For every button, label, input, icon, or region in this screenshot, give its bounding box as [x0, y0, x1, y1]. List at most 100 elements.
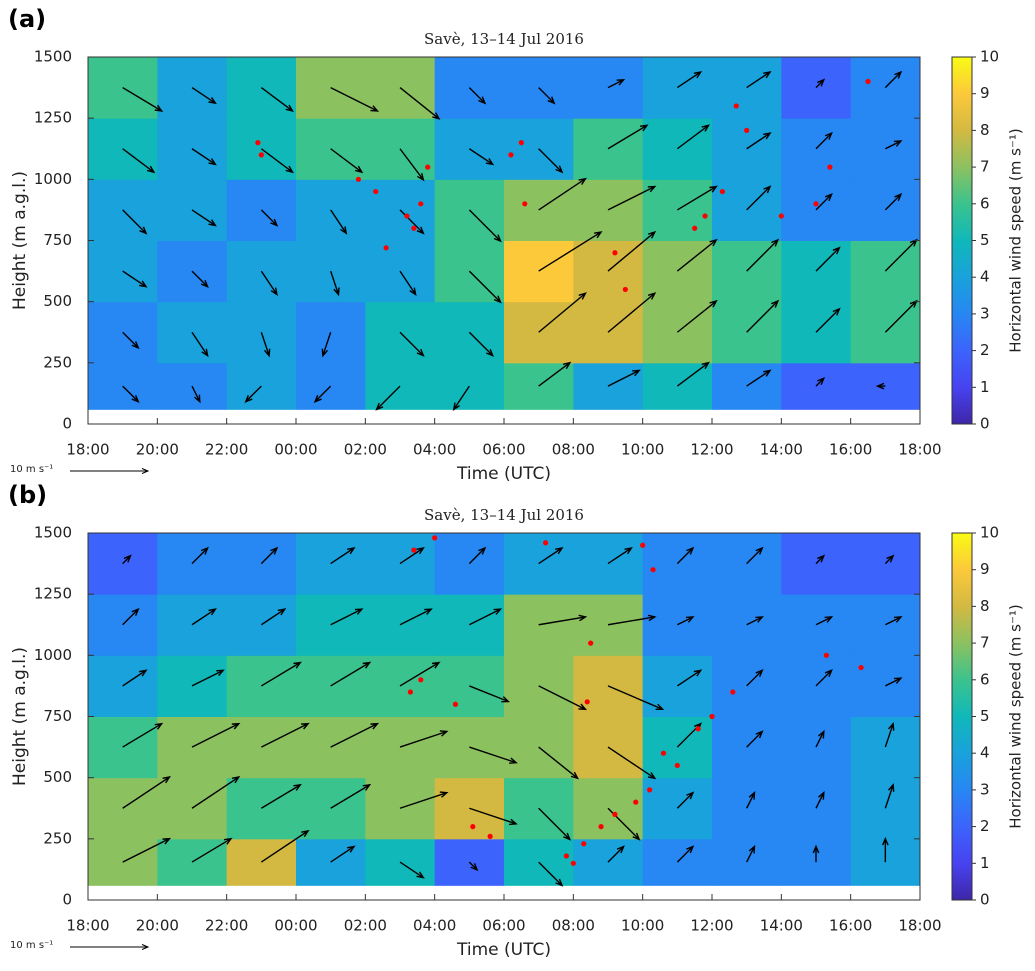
- x-tick-label: 18:00: [66, 441, 109, 459]
- cloud-point: [647, 787, 653, 793]
- wind-arrow: [875, 382, 886, 390]
- wind-arrow: [330, 270, 340, 297]
- quiver-key-label: 10 m s⁻¹: [10, 940, 53, 951]
- wind-arrow: [191, 331, 209, 358]
- heat-cell: [781, 57, 852, 119]
- cloud-point: [470, 824, 476, 830]
- y-axis-label: Height (m a.g.l.): [10, 647, 30, 786]
- colorbar-label: Horizontal wind speed (m s⁻¹): [1007, 128, 1025, 353]
- wind-arrow: [330, 661, 372, 687]
- wind-arrow: [260, 270, 278, 296]
- wind-arrow: [538, 746, 580, 780]
- wind-arrow: [330, 86, 380, 112]
- heat-cell: [781, 777, 852, 840]
- wind-arrow: [538, 861, 564, 887]
- heat-cell: [712, 240, 782, 303]
- x-tick-label: 14:00: [760, 441, 803, 459]
- wind-arrow: [399, 730, 449, 748]
- cloud-point: [622, 286, 628, 293]
- chart-title: Savè, 13–14 Jul 2016: [424, 30, 584, 48]
- wind-arrow: [746, 844, 756, 863]
- wind-arrow: [607, 230, 657, 272]
- wind-arrow: [191, 669, 225, 687]
- cloud-point: [827, 164, 833, 170]
- wind-arrow: [399, 270, 417, 296]
- wind-arrow: [746, 669, 764, 687]
- wind-arrow: [191, 209, 217, 227]
- wind-arrow: [538, 614, 588, 626]
- wind-arrow: [191, 546, 209, 565]
- quiver-key-arrow: [70, 468, 150, 474]
- wind-arrow: [330, 845, 356, 863]
- wind-arrow: [452, 385, 470, 411]
- wind-arrow: [260, 148, 294, 174]
- heat-cell: [712, 777, 782, 840]
- wind-arrow: [321, 332, 332, 358]
- wind-arrow: [244, 385, 262, 403]
- wind-arrow: [815, 246, 841, 272]
- wind-arrow: [122, 722, 164, 748]
- wind-arrow: [191, 608, 217, 626]
- cloud-point: [813, 201, 819, 207]
- heat-cell: [296, 362, 366, 410]
- wind-arrow: [676, 124, 710, 150]
- x-tick-label: 18:00: [898, 441, 941, 459]
- cloud-point: [425, 164, 431, 170]
- x-tick-label: 14:00: [760, 917, 803, 935]
- wind-arrow: [607, 292, 657, 333]
- wind-arrow: [538, 177, 587, 211]
- wind-arrow: [607, 845, 625, 863]
- wind-arrow: [607, 546, 633, 565]
- cloud-point: [640, 542, 646, 548]
- cloud-point: [598, 824, 604, 830]
- x-tick-label: 10:00: [621, 441, 664, 459]
- wind-arrow: [538, 685, 588, 711]
- colorbar-tick-label: 0: [980, 415, 990, 433]
- wind-arrow: [330, 209, 348, 235]
- heat-cell: [781, 533, 852, 595]
- wind-arrow: [538, 231, 603, 272]
- heat-cell: [850, 362, 921, 410]
- wind-arrow: [538, 546, 564, 565]
- cloud-point: [692, 225, 698, 231]
- cloud-point: [865, 78, 871, 85]
- wind-arrow: [313, 385, 332, 403]
- cloud-point: [702, 213, 708, 219]
- colorbar-tick-label: 2: [980, 341, 990, 359]
- cloud-point: [570, 860, 576, 866]
- cloud-point: [355, 176, 361, 182]
- colorbar-tick-label: 4: [980, 744, 990, 762]
- wind-arrow: [607, 746, 657, 780]
- wind-arrow: [676, 299, 718, 333]
- cloud-point: [563, 853, 570, 859]
- wind-arrow: [746, 791, 756, 809]
- wind-arrow: [885, 616, 903, 626]
- wind-arrow: [191, 87, 217, 105]
- colorbar-tick-label: 8: [980, 597, 990, 615]
- colorbar-tick-label: 10: [980, 524, 999, 542]
- wind-arrow: [399, 608, 433, 626]
- colorbar-tick-label: 7: [980, 634, 990, 652]
- cloud-point: [411, 225, 417, 231]
- y-tick-label: 500: [43, 292, 72, 310]
- cloud-point: [383, 245, 389, 251]
- wind-arrow: [607, 124, 649, 150]
- wind-arrow: [399, 661, 441, 687]
- cloud-point: [674, 762, 680, 769]
- wind-arrow: [676, 845, 695, 863]
- x-tick-label: 16:00: [829, 917, 872, 935]
- colorbar-tick-label: 10: [980, 48, 999, 66]
- wind-arrow: [815, 616, 834, 626]
- y-tick-label: 1500: [34, 524, 72, 542]
- wind-arrow: [122, 837, 172, 863]
- wind-arrow: [260, 546, 279, 565]
- wind-arrow: [815, 78, 826, 89]
- wind-arrow: [468, 87, 487, 105]
- wind-arrow: [676, 791, 695, 809]
- wind-arrow: [399, 331, 425, 357]
- cloud-point: [432, 535, 438, 541]
- cloud-point: [778, 213, 784, 219]
- cloud-point: [508, 152, 514, 158]
